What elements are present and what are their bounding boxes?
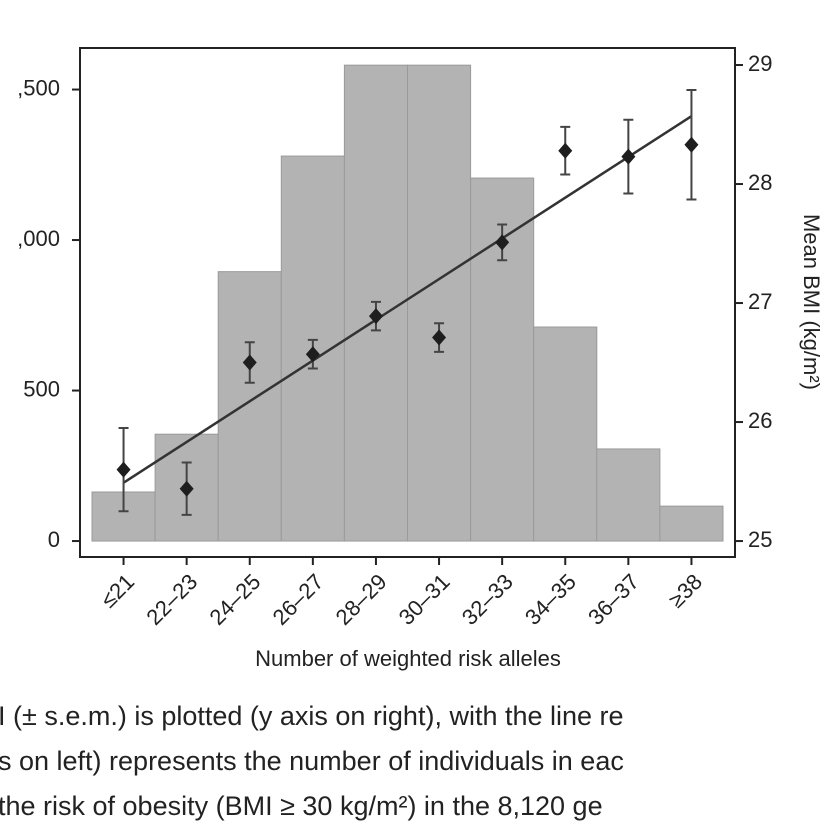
x-tick-label: 28–29 bbox=[331, 569, 392, 630]
x-tick-label: 32–33 bbox=[457, 569, 518, 630]
y-tick-label: ,000 bbox=[17, 226, 60, 251]
caption-line: the risk of obesity (BMI ≥ 30 kg/m²) in … bbox=[0, 791, 603, 821]
bar bbox=[407, 64, 472, 542]
x-tick-label: 26–27 bbox=[268, 569, 329, 630]
mean-point bbox=[432, 329, 447, 346]
mean-point bbox=[495, 234, 510, 251]
mean-point bbox=[368, 308, 383, 325]
y2-tick-label: 26 bbox=[748, 408, 772, 433]
caption-line: I (± s.e.m.) is plotted (y axis on right… bbox=[0, 701, 624, 731]
mean-point bbox=[242, 354, 257, 371]
bar bbox=[217, 271, 282, 542]
trend-line bbox=[122, 115, 693, 484]
x-tick-label: ≥38 bbox=[664, 569, 708, 613]
y2-tick-label: 27 bbox=[748, 289, 772, 314]
mean-point bbox=[305, 346, 320, 363]
mean-point bbox=[684, 136, 699, 153]
x-tick-label: 30–31 bbox=[394, 569, 455, 630]
y2-axis-label: Mean BMI (kg/m²) bbox=[799, 214, 824, 390]
y2-tick-label: 28 bbox=[748, 170, 772, 195]
caption-line: s on left) represents the number of indi… bbox=[0, 746, 624, 776]
x-tick-label: 34–35 bbox=[520, 569, 581, 630]
mean-point bbox=[179, 480, 194, 497]
x-tick-label: 24–25 bbox=[204, 569, 265, 630]
y2-tick-label: 25 bbox=[748, 527, 772, 552]
y-tick-label: ,500 bbox=[17, 75, 60, 100]
mean-point bbox=[621, 148, 636, 165]
x-tick-label: ≤21 bbox=[96, 569, 140, 613]
bar bbox=[596, 448, 661, 542]
y-tick-label: 500 bbox=[23, 376, 60, 401]
x-tick-label: 22–23 bbox=[141, 569, 202, 630]
bar bbox=[659, 505, 724, 542]
mean-point bbox=[116, 461, 131, 478]
y-tick-label: 0 bbox=[48, 527, 60, 552]
x-axis-label: Number of weighted risk alleles bbox=[255, 646, 561, 671]
x-tick-label: 36–37 bbox=[583, 569, 644, 630]
y2-tick-label: 29 bbox=[748, 51, 772, 76]
bar bbox=[533, 326, 598, 542]
mean-point bbox=[558, 142, 573, 159]
